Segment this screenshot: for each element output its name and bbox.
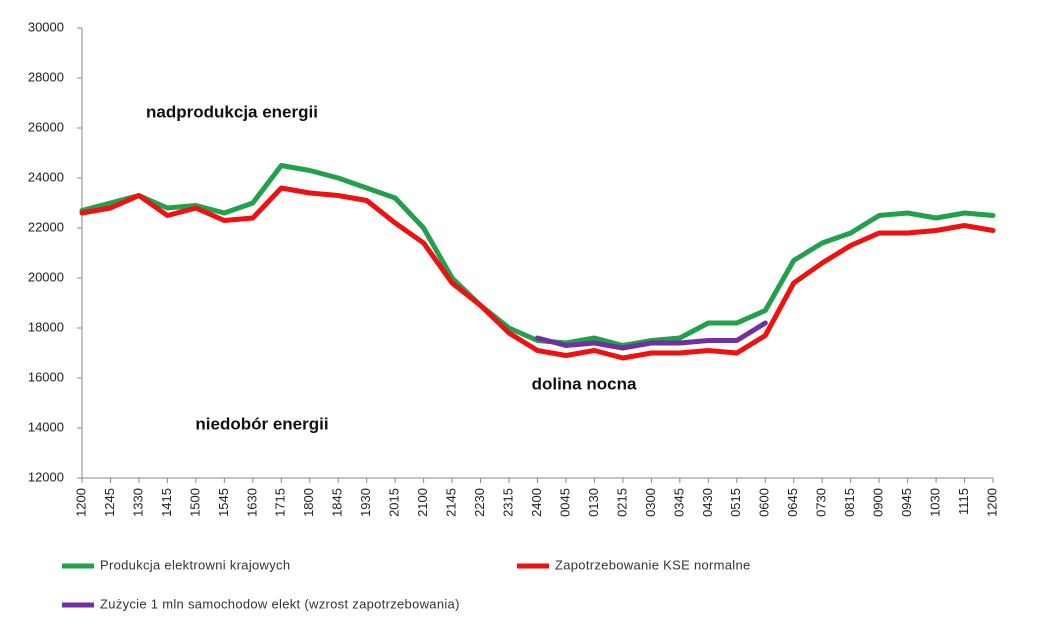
x-tick-label: 0645 — [785, 488, 800, 517]
x-tick-label: 0945 — [899, 488, 914, 517]
y-tick-label: 30000 — [28, 19, 64, 34]
annotation: niedobór energii — [195, 414, 328, 433]
x-tick-label: 1845 — [330, 488, 345, 517]
x-tick-label: 1545 — [216, 488, 231, 517]
x-tick-label: 2145 — [444, 488, 459, 517]
x-tick-label: 1200 — [73, 488, 88, 517]
series-line — [535, 320, 768, 351]
y-tick-label: 16000 — [28, 369, 64, 384]
series-line — [79, 185, 996, 361]
x-tick-label: 2100 — [415, 488, 430, 517]
x-tick-label: 2315 — [500, 488, 515, 517]
x-tick-label: 1330 — [130, 488, 145, 517]
x-tick-label: 1030 — [928, 488, 943, 517]
y-tick-label: 12000 — [28, 469, 64, 484]
annotation: dolina nocna — [532, 374, 637, 393]
y-tick-label: 24000 — [28, 169, 64, 184]
x-tick-label: 1415 — [159, 488, 174, 517]
x-tick-label: 0300 — [643, 488, 658, 517]
x-tick-label: 2015 — [387, 488, 402, 517]
x-tick-label: 0345 — [671, 488, 686, 517]
x-tick-label: 1200 — [984, 488, 999, 517]
legend-label: Produkcja elektrowni krajowych — [100, 557, 290, 572]
x-tick-label: 1500 — [187, 488, 202, 517]
x-tick-label: 1930 — [358, 488, 373, 517]
legend-label: Zapotrzebowanie KSE normalne — [555, 557, 751, 572]
x-tick-label: 1715 — [273, 488, 288, 517]
x-tick-label: 1630 — [244, 488, 259, 517]
x-tick-label: 0215 — [614, 488, 629, 517]
x-tick-label: 2230 — [472, 488, 487, 517]
y-tick-label: 26000 — [28, 119, 64, 134]
x-tick-label: 0600 — [757, 488, 772, 517]
x-tick-label: 0515 — [728, 488, 743, 517]
x-tick-label: 2400 — [529, 488, 544, 517]
x-tick-label: 0730 — [814, 488, 829, 517]
y-tick-label: 20000 — [28, 269, 64, 284]
y-tick-label: 18000 — [28, 319, 64, 334]
legend-label: Zużycie 1 mln samochodow elekt (wzrost z… — [100, 596, 460, 611]
x-tick-label: 0815 — [842, 488, 857, 517]
x-tick-label: 1115 — [956, 488, 971, 515]
y-tick-label: 14000 — [28, 419, 64, 434]
y-tick-label: 22000 — [28, 219, 64, 234]
x-tick-label: 0130 — [586, 488, 601, 517]
x-tick-label: 1245 — [102, 488, 117, 517]
y-tick-label: 28000 — [28, 69, 64, 84]
series-line — [79, 163, 996, 348]
annotation: nadprodukcja energii — [146, 102, 318, 121]
x-tick-label: 0045 — [557, 488, 572, 517]
x-tick-label: 0900 — [871, 488, 886, 517]
x-tick-label: 0430 — [700, 488, 715, 517]
x-tick-label: 1800 — [301, 488, 316, 517]
